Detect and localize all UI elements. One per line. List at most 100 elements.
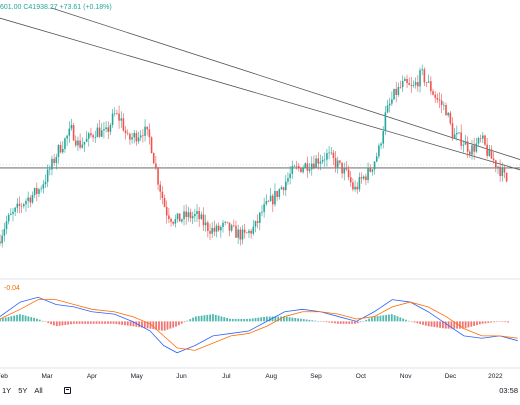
candle [328, 146, 330, 160]
candle-body [252, 226, 255, 234]
candle [371, 168, 374, 176]
x-tick-label: May [131, 373, 144, 380]
candle-body [425, 82, 428, 83]
candle [161, 186, 164, 205]
macd-histogram-bar [50, 321, 53, 325]
range-1y-button[interactable]: 1Y [2, 386, 12, 395]
candle [189, 208, 192, 223]
macd-histogram-bar [419, 321, 422, 325]
candle-body [92, 135, 94, 138]
candle-body [456, 132, 458, 135]
candle [304, 162, 307, 169]
candle [230, 223, 233, 233]
candle-body [191, 216, 194, 219]
macd-histogram-bar [36, 318, 38, 322]
candle-body [241, 229, 244, 240]
candle-body [469, 151, 471, 155]
candle-body [453, 134, 456, 139]
candle-body [77, 140, 79, 146]
macd-histogram-bar [231, 318, 234, 322]
candle [477, 136, 480, 147]
candle-body [267, 201, 270, 202]
macd-histogram-bar [175, 321, 177, 327]
candle [464, 135, 467, 145]
candle [352, 178, 354, 192]
macd-histogram-bar [78, 321, 81, 324]
candle [228, 222, 231, 237]
candle [278, 188, 281, 200]
candle-body [33, 188, 36, 195]
candle-body [282, 187, 285, 191]
macd-histogram-bar [371, 317, 373, 322]
candle [27, 191, 29, 209]
candle-body [159, 184, 162, 192]
candle-body [445, 105, 447, 116]
macd-histogram-bar [200, 315, 203, 322]
calendar-icon[interactable] [63, 387, 71, 394]
candle [499, 159, 501, 182]
time-axis[interactable]: Feb Mar Apr May Jun Jul Aug Sep Oct Nov Dec 2022 [0, 373, 503, 380]
candle-body [440, 100, 443, 106]
candle-body [161, 191, 164, 198]
candle-body [213, 227, 216, 232]
macd-histogram-bar [24, 315, 27, 322]
macd-histogram-bar [53, 321, 55, 326]
macd-histogram-bar [325, 321, 328, 323]
candle-body [484, 135, 486, 145]
macd-histogram-bar [430, 321, 433, 327]
candle-body [419, 70, 421, 87]
macd-histogram-bar [70, 321, 72, 325]
candle-body [246, 232, 248, 234]
candle [438, 92, 441, 109]
macd-histogram-bar [427, 321, 430, 327]
macd-histogram-bar [10, 316, 13, 322]
candle [38, 187, 40, 198]
candle-body [137, 137, 140, 142]
candle [462, 140, 465, 153]
candle [139, 130, 142, 142]
candle [217, 222, 220, 232]
candle-body [183, 211, 185, 220]
candle [436, 93, 439, 104]
trendlines[interactable] [0, 7, 520, 171]
candle-body [490, 149, 493, 159]
range-all-button[interactable]: All [34, 386, 43, 395]
candle [194, 208, 196, 223]
macd-histogram-bar [118, 321, 121, 325]
x-tick-label: Sep [310, 373, 322, 380]
range-5y-button[interactable]: 5Y [18, 386, 28, 395]
candle [254, 220, 257, 233]
macd-histogram-bar [209, 314, 211, 322]
candle [380, 141, 382, 150]
candle-body [482, 135, 484, 139]
candle-body [61, 149, 64, 153]
macd-histogram-bar [254, 318, 257, 322]
candle [397, 82, 400, 97]
candle [484, 134, 486, 147]
macd-histogram-bar [75, 321, 78, 324]
candle-body [256, 221, 259, 223]
candle [116, 109, 118, 116]
trendline-2 [0, 17, 520, 171]
candle-body [358, 177, 361, 190]
x-tick-label: Nov [400, 373, 412, 380]
macd-histogram-bar [180, 321, 183, 324]
macd-histogram-bar [106, 321, 109, 324]
candle-body [230, 225, 233, 231]
candle [332, 149, 335, 165]
candle-body [226, 221, 229, 223]
macd-histogram-bar [439, 321, 441, 328]
candle-body [393, 88, 395, 100]
candle [384, 105, 387, 136]
macd-histogram-bar [206, 314, 209, 322]
macd-indicator[interactable] [0, 296, 518, 354]
macd-histogram-bar [405, 319, 407, 322]
candle-body [165, 206, 168, 216]
candle [133, 130, 136, 144]
candle-body [436, 97, 439, 100]
candle [284, 175, 287, 197]
macd-histogram-bar [95, 321, 98, 324]
candle [72, 122, 75, 142]
